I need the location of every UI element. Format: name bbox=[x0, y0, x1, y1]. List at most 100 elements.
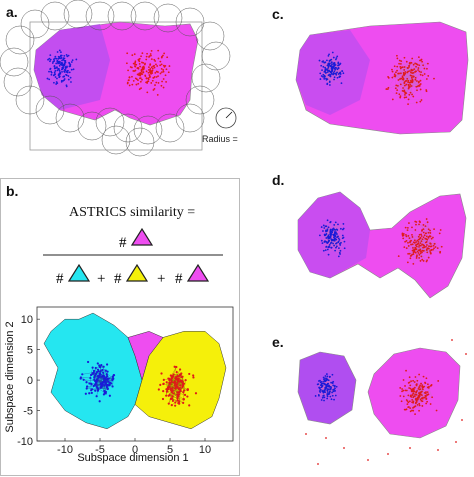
red-point bbox=[179, 384, 181, 386]
red-point bbox=[418, 56, 420, 58]
red-point bbox=[161, 68, 163, 70]
red-point bbox=[428, 257, 430, 259]
red-point bbox=[146, 81, 148, 83]
red-point bbox=[411, 94, 413, 96]
red-point bbox=[400, 72, 402, 74]
red-point bbox=[419, 101, 421, 103]
blue-point bbox=[331, 242, 333, 244]
blue-point bbox=[63, 55, 65, 57]
red-point bbox=[425, 398, 427, 400]
red-point bbox=[161, 57, 163, 59]
red-point bbox=[407, 261, 409, 263]
red-point bbox=[171, 395, 173, 397]
red-point bbox=[165, 388, 167, 390]
red-point bbox=[155, 82, 157, 84]
red-point bbox=[412, 236, 414, 238]
red-point bbox=[150, 53, 152, 55]
red-point bbox=[418, 71, 420, 73]
blue-point bbox=[49, 60, 51, 62]
red-point bbox=[415, 66, 417, 68]
red-point bbox=[426, 78, 428, 80]
red-point bbox=[411, 234, 413, 236]
red-point bbox=[141, 52, 143, 54]
red-point bbox=[418, 223, 420, 225]
blue-point bbox=[327, 69, 329, 71]
red-point bbox=[427, 383, 429, 385]
red-point bbox=[421, 391, 423, 393]
blue-point bbox=[71, 61, 73, 63]
blue-point bbox=[337, 224, 339, 226]
red-point bbox=[414, 395, 416, 397]
red-point bbox=[411, 62, 413, 64]
blue-point bbox=[321, 240, 323, 242]
red-point bbox=[159, 64, 161, 66]
blue-point bbox=[324, 379, 326, 381]
red-point bbox=[394, 65, 396, 67]
red-point bbox=[151, 71, 153, 73]
red-point bbox=[415, 77, 417, 79]
red-point bbox=[430, 236, 432, 238]
blue-point bbox=[334, 388, 336, 390]
red-point bbox=[416, 390, 418, 392]
blue-point bbox=[324, 61, 326, 63]
red-point bbox=[406, 78, 408, 80]
radius-label: Radius = α bbox=[202, 134, 240, 144]
x-tick-label: -10 bbox=[57, 444, 73, 456]
red-point bbox=[405, 235, 407, 237]
red-point bbox=[404, 241, 406, 243]
blue-point bbox=[321, 69, 323, 71]
blue-point bbox=[326, 373, 328, 375]
red-point bbox=[419, 234, 421, 236]
alpha-circle bbox=[41, 2, 69, 30]
red-point bbox=[157, 71, 159, 73]
blue-point bbox=[331, 232, 333, 234]
red-point bbox=[416, 63, 418, 65]
blue-point bbox=[92, 372, 94, 374]
blue-point bbox=[111, 385, 113, 387]
red-point bbox=[413, 68, 415, 70]
red-point bbox=[153, 77, 155, 79]
red-point bbox=[162, 69, 164, 71]
blue-point bbox=[336, 386, 338, 388]
blue-point bbox=[85, 381, 87, 383]
red-point bbox=[416, 102, 418, 104]
red-point bbox=[420, 80, 422, 82]
red-point bbox=[401, 400, 403, 402]
red-point bbox=[146, 70, 148, 72]
red-point bbox=[425, 392, 427, 394]
blue-point bbox=[48, 58, 50, 60]
red-point bbox=[161, 85, 163, 87]
blue-point bbox=[102, 381, 104, 383]
red-point bbox=[411, 399, 413, 401]
blue-point bbox=[47, 78, 49, 80]
red-point bbox=[157, 50, 159, 52]
blue-point bbox=[55, 63, 57, 65]
red-point bbox=[431, 396, 433, 398]
red-point bbox=[166, 391, 168, 393]
red-point bbox=[151, 58, 153, 60]
red-point bbox=[405, 96, 407, 98]
red-point bbox=[162, 383, 164, 385]
red-point bbox=[391, 69, 393, 71]
blue-point bbox=[340, 250, 342, 252]
red-point bbox=[158, 82, 160, 84]
blue-point bbox=[57, 70, 59, 72]
blue-point bbox=[330, 247, 332, 249]
red-point bbox=[422, 74, 424, 76]
red-point bbox=[404, 71, 406, 73]
red-point bbox=[126, 62, 128, 64]
red-point bbox=[392, 99, 394, 101]
blue-point bbox=[328, 226, 330, 228]
blue-point bbox=[62, 68, 64, 70]
blue-point bbox=[97, 390, 99, 392]
blue-point bbox=[328, 55, 330, 57]
blue-point bbox=[64, 60, 66, 62]
blue-point bbox=[90, 383, 92, 385]
red-point bbox=[146, 53, 148, 55]
red-point bbox=[415, 376, 417, 378]
red-point bbox=[440, 229, 442, 231]
red-point bbox=[409, 381, 411, 383]
red-point bbox=[409, 376, 411, 378]
red-point bbox=[192, 376, 194, 378]
red-point bbox=[396, 89, 398, 91]
